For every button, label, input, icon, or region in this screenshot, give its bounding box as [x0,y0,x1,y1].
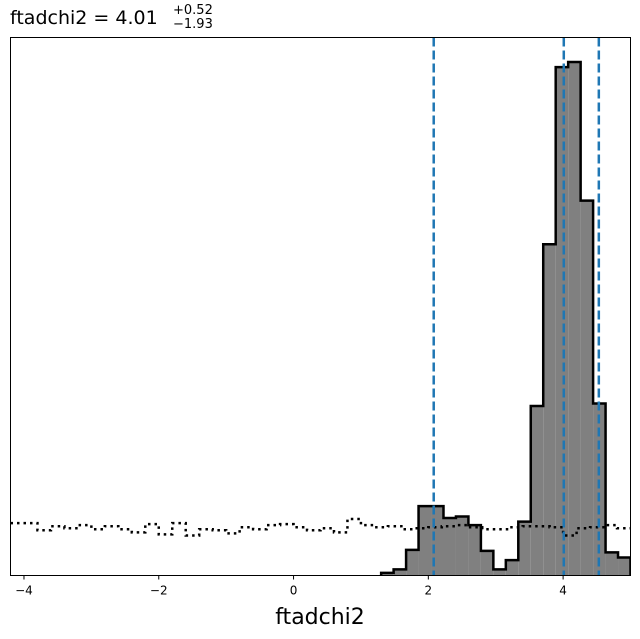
axes-frame [10,37,631,576]
histogram-bar [468,525,481,576]
histogram-bar [393,569,407,576]
histogram-bar [443,517,456,576]
x-tick-label: 0 [290,584,298,598]
x-tick-label: 2 [425,584,433,598]
x-tick-label: −2 [150,584,168,598]
title-lower-error: −1.93 [173,17,213,32]
histogram-bar [530,406,544,576]
histogram-bar [518,521,531,576]
histogram-bar [418,506,432,576]
plot-area [10,37,631,576]
histogram-bar [406,549,419,576]
histogram-bar [480,550,494,576]
histogram-bar [455,516,469,576]
histogram-bar [580,200,594,576]
title-prefix: ftadchi2 = 4.01 [10,7,158,29]
histogram-bar [605,552,619,576]
prior-line [10,517,631,537]
x-axis-label: ftadchi2 [275,605,365,630]
histogram-bar [618,557,631,576]
chart-title: ftadchi2 = 4.01 +0.52 −1.93 [10,3,213,32]
x-tick-label: 4 [559,584,567,598]
histogram-bar [555,67,569,576]
histogram-bar [493,569,506,576]
histogram-bar [505,560,519,576]
histogram-bar [543,244,556,576]
histogram-outline [379,60,631,576]
histogram-bar [593,403,606,576]
title-upper-error: +0.52 [173,3,213,18]
histogram-bar [568,62,581,576]
histogram-bar [381,572,394,576]
x-tick-label: −4 [15,584,33,598]
x-axis: −4 −2 0 2 4 [15,575,567,598]
